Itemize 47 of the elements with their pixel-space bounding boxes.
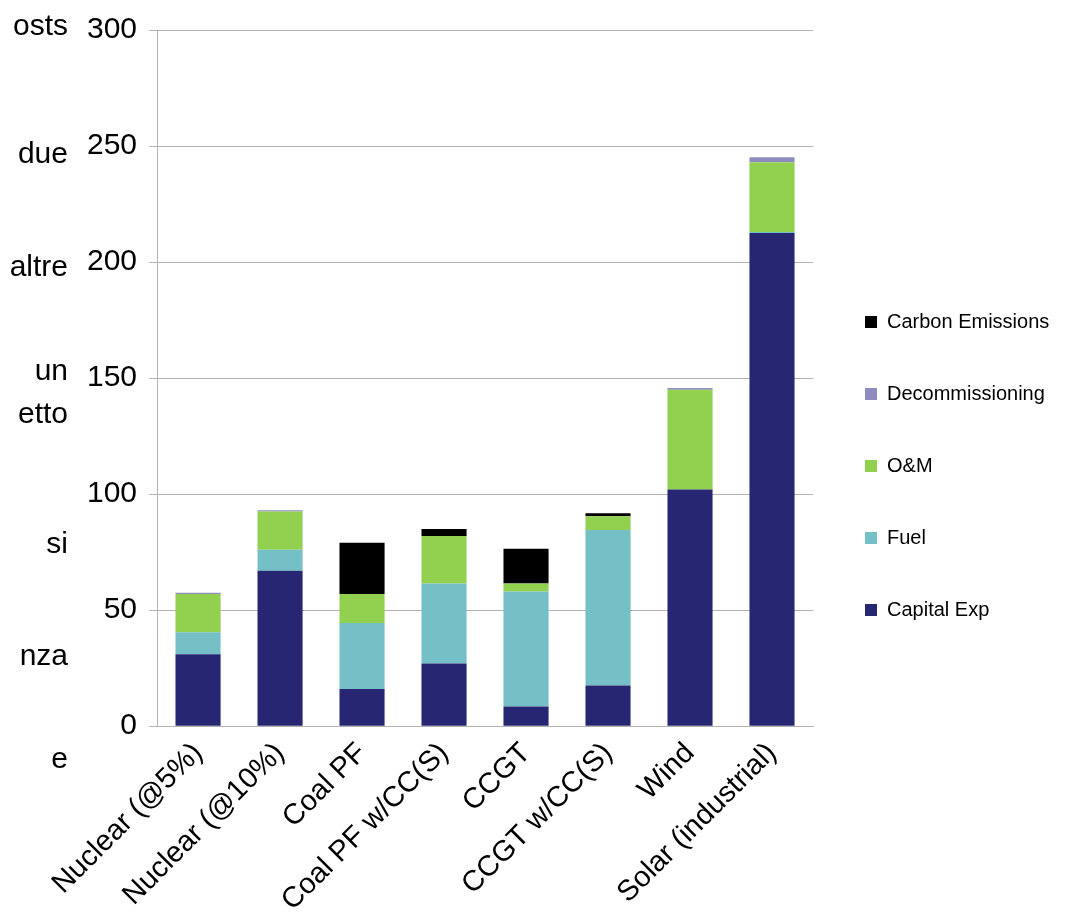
bar <box>257 511 303 550</box>
y-tick-label: 0 <box>120 707 138 741</box>
bar <box>585 513 631 517</box>
bar <box>257 570 303 726</box>
text: altre <box>9 249 68 283</box>
bar <box>667 389 713 490</box>
bar <box>421 583 467 664</box>
bar <box>585 685 631 726</box>
y-tick-label: 100 <box>86 475 138 509</box>
bar <box>503 583 549 592</box>
y-tick-label: 300 <box>86 11 138 45</box>
bar <box>421 528 467 536</box>
bar <box>339 542 385 594</box>
bar <box>257 549 303 571</box>
bar <box>503 591 549 707</box>
legend-label: Decommissioning <box>887 381 1045 404</box>
y-tick-label: 200 <box>86 243 138 277</box>
y-tick-label: 150 <box>86 359 138 393</box>
bar <box>749 162 795 232</box>
text: due <box>17 136 68 170</box>
bar <box>585 516 631 531</box>
bar <box>585 530 631 686</box>
y-tick-label: 50 <box>103 591 138 625</box>
text: e <box>51 741 68 775</box>
bar <box>339 622 385 690</box>
legend-label: Carbon Emissions <box>887 309 1050 332</box>
legend-label: Capital Exp <box>887 597 990 620</box>
bar <box>175 593 221 633</box>
bar <box>749 157 795 163</box>
bar <box>175 654 221 726</box>
text: un <box>34 353 68 387</box>
bar <box>339 689 385 726</box>
text: etto <box>17 396 68 430</box>
bar <box>421 663 467 726</box>
bar <box>667 489 713 726</box>
bar <box>503 706 549 726</box>
bar <box>175 632 221 655</box>
legend-label: O&M <box>887 453 933 476</box>
legend-label: Fuel <box>887 525 926 548</box>
text: nza <box>19 638 69 672</box>
bar <box>503 548 549 584</box>
text: osts <box>12 8 68 42</box>
bar <box>749 233 795 726</box>
bar <box>421 535 467 584</box>
text: si <box>46 526 68 560</box>
y-tick-label: 250 <box>86 127 138 161</box>
bar <box>339 593 385 623</box>
